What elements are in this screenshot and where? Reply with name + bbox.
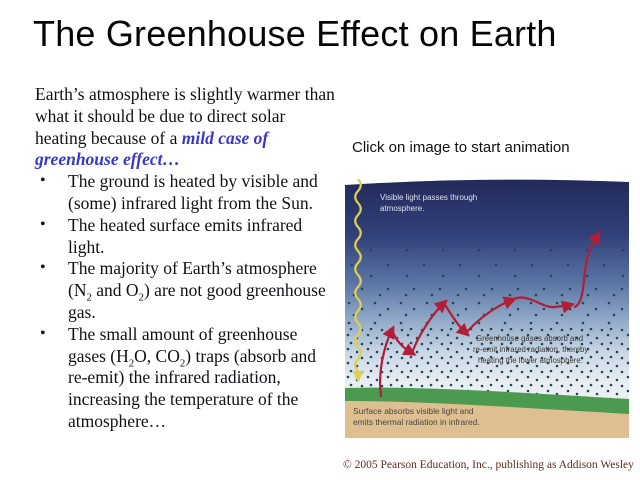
label-greenhouse-line1: Greenhouse gases absorb and xyxy=(476,334,583,343)
label-visible-light-line1: Visible light passes through xyxy=(380,193,477,202)
slide-title: The Greenhouse Effect on Earth xyxy=(33,13,557,54)
bullet-item: The heated surface emits infrared light. xyxy=(35,214,338,259)
greenhouse-diagram[interactable]: Visible light passes through atmosphere.… xyxy=(345,178,629,438)
body-text-block: Earth’s atmosphere is slightly warmer th… xyxy=(35,84,338,433)
bullet-list: The ground is heated by visible and (som… xyxy=(35,170,338,433)
label-greenhouse-line2: re-emit infrared radiation, thereby xyxy=(473,345,588,354)
diagram-labels: Visible light passes through atmosphere.… xyxy=(353,193,588,427)
bullet-item: The ground is heated by visible and (som… xyxy=(35,170,338,215)
copyright: © 2005 Pearson Education, Inc., publishi… xyxy=(343,459,634,471)
ground-surface xyxy=(345,387,629,414)
bullet-item: The small amount of greenhouse gases (H2… xyxy=(35,323,338,433)
sunlight-arrowhead xyxy=(352,371,364,383)
animation-hint: Click on image to start animation xyxy=(352,139,570,156)
sunlight-ray xyxy=(352,178,364,383)
greenhouse-diagram-svg: Visible light passes through atmosphere.… xyxy=(345,178,629,438)
intro-highlight: mild case of greenhouse effect… xyxy=(35,127,269,170)
bullet-item: The majority of Earth’s atmosphere (N2 a… xyxy=(35,257,338,323)
label-visible-light-line2: atmosphere. xyxy=(380,204,424,213)
infrared-arrows xyxy=(379,230,601,398)
label-surface-line2: emits thermal radiation in infrared. xyxy=(353,417,480,427)
label-surface-line1: Surface absorbs visible light and xyxy=(353,406,474,416)
intro-text: Earth’s atmosphere is slightly warmer th… xyxy=(35,84,335,148)
intro-paragraph: Earth’s atmosphere is slightly warmer th… xyxy=(35,84,338,171)
label-greenhouse-line3: heating the lower atmosphere. xyxy=(478,356,583,365)
molecule-dots xyxy=(345,242,629,398)
